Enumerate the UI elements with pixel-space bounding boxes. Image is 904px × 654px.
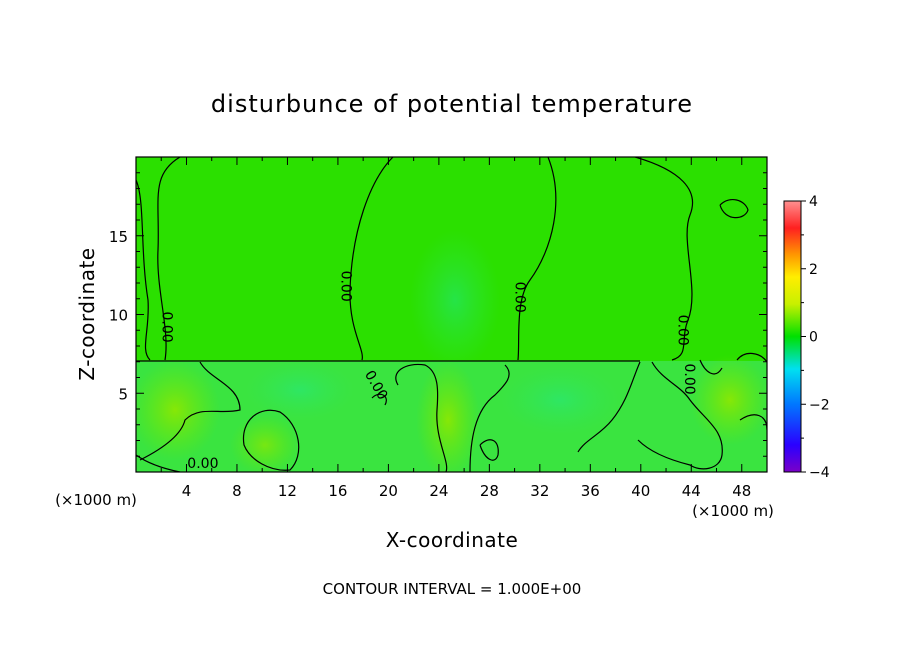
x-tick-label: 36 (581, 482, 600, 500)
warm-left (136, 360, 220, 460)
colorbar-tick-label: 0 (809, 330, 818, 346)
zero-contours (136, 157, 767, 472)
y-tick-label: 15 (109, 228, 128, 246)
x-tick-label: 4 (182, 482, 192, 500)
cool-patch-left (245, 360, 355, 420)
colorbar: −4 −2 0 2 4 (783, 194, 830, 481)
colorbar-tick-label: 4 (809, 194, 818, 210)
contour-label: 0.00 (337, 271, 353, 302)
colorbar-scale (783, 200, 802, 473)
cool-patch-right (500, 365, 620, 435)
x-tick-label: 28 (480, 482, 499, 500)
x-unit-label: (×1000 m) (692, 502, 774, 520)
warm-bottom (230, 415, 300, 472)
x-axis: 4 8 12 16 20 24 28 32 36 40 44 48 (160, 157, 751, 500)
x-tick-label: 32 (530, 482, 549, 500)
warm-right (690, 355, 767, 445)
contour-interval-note: CONTOUR INTERVAL = 1.000E+00 (323, 580, 582, 598)
x-tick-label: 24 (429, 482, 448, 500)
y-tick-label: 5 (118, 385, 128, 403)
y-axis-title: Z-coordinate (75, 247, 99, 380)
x-tick-label: 12 (278, 482, 297, 500)
contour-label: 0.00 (187, 456, 218, 472)
y-tick-label: 10 (109, 307, 128, 325)
x-tick-label: 16 (328, 482, 347, 500)
x-tick-label: 48 (732, 482, 751, 500)
plot-area: 0.000.00 0.000.000.000.000.00 (136, 157, 767, 472)
contour-label: 0.00 (681, 363, 697, 394)
contour-label: 0.00 (158, 312, 174, 343)
x-tick-label: 40 (631, 482, 650, 500)
x-axis-title: X-coordinate (386, 528, 519, 552)
y-axis: 5 10 15 (109, 172, 767, 457)
x-tick-label: 8 (232, 482, 242, 500)
x-tick-label: 20 (379, 482, 398, 500)
chart-title: disturbunce of potential temperature (211, 90, 693, 118)
y-unit-label: (×1000 m) (55, 491, 137, 509)
warm-column (416, 360, 480, 472)
contour-label: 0.00 (512, 282, 528, 313)
contour-label: 0.00 (674, 315, 690, 346)
colorbar-tick-label: −4 (809, 465, 830, 481)
cool-plume (410, 230, 500, 370)
colorbar-tick-label: −2 (809, 397, 830, 413)
x-tick-label: 44 (682, 482, 701, 500)
colorbar-tick-label: 2 (809, 262, 818, 278)
